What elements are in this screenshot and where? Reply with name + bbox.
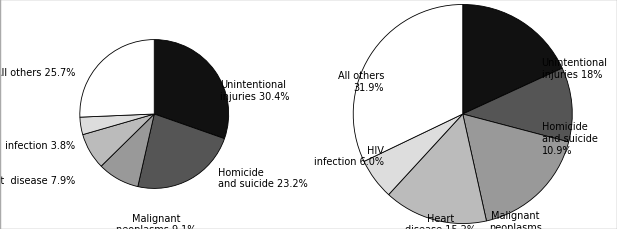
Wedge shape: [83, 114, 154, 166]
Text: HIV  infection 3.8%: HIV infection 3.8%: [0, 140, 75, 150]
Wedge shape: [389, 114, 486, 224]
Text: Heart  disease 7.9%: Heart disease 7.9%: [0, 175, 75, 185]
Text: All others 25.7%: All others 25.7%: [0, 68, 75, 78]
Wedge shape: [138, 114, 225, 189]
Text: Heart
disease 15.2%: Heart disease 15.2%: [405, 213, 476, 229]
Text: Malignant
neoplasms 9.1%: Malignant neoplasms 9.1%: [116, 213, 197, 229]
Wedge shape: [353, 5, 463, 162]
Wedge shape: [463, 69, 573, 142]
Text: All others
31.9%: All others 31.9%: [337, 71, 384, 93]
Text: HIV
infection 6.0%: HIV infection 6.0%: [314, 145, 384, 167]
Text: Malignant
neoplasms
17.3%: Malignant neoplasms 17.3%: [489, 210, 542, 229]
Text: Homicide
and suicide
10.9%: Homicide and suicide 10.9%: [542, 122, 597, 155]
Wedge shape: [154, 40, 229, 139]
Text: Unintentional
injuries 30.4%: Unintentional injuries 30.4%: [220, 80, 289, 101]
Wedge shape: [101, 114, 154, 187]
Wedge shape: [80, 114, 154, 135]
Text: Unintentional
injuries 18%: Unintentional injuries 18%: [542, 58, 608, 79]
Wedge shape: [463, 5, 562, 114]
Wedge shape: [364, 114, 463, 195]
Wedge shape: [80, 40, 154, 118]
Text: Homicide
and suicide 23.2%: Homicide and suicide 23.2%: [218, 167, 307, 188]
Wedge shape: [463, 114, 569, 221]
